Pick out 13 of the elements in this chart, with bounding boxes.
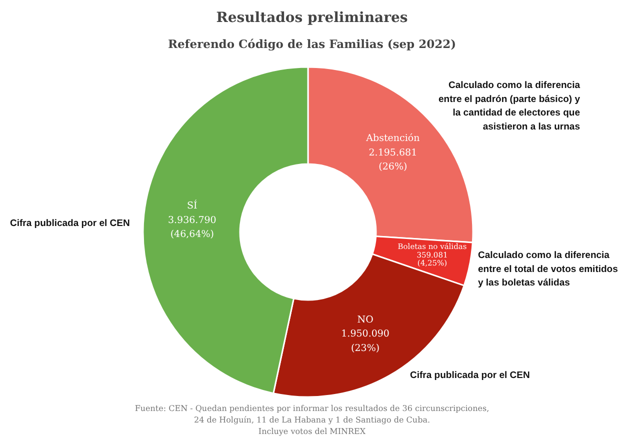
chart-subtitle: Referendo Código de las Familias (sep 2022) [168, 37, 456, 51]
slice-label: SÍ [187, 200, 198, 212]
data-label: 2.195.681 (26%) [368, 147, 418, 173]
chart-title: Resultados preliminares [216, 10, 408, 26]
data-label: 3.936.790 (46,64%) [168, 214, 216, 240]
slice-label: Abstención [365, 133, 420, 144]
text: Cifra publicada por el CEN [410, 370, 530, 381]
text: Calculado como la diferencia entre el padrón (parte básico) y la cantidad de electores que asistieron a las urnas [438, 80, 581, 132]
source-note: Fuente: CEN - Quedan pendientes por informar los resultados de 36 circunscripciones, 24 de Holguín, 11 de La Habana y 1 de Santiago de Cuba. Incluye votos del MINREX [134, 404, 490, 436]
slice-label: NO [357, 314, 374, 326]
text: Calculado como la diferencia entre el total de votos emitidos y las boletas válidas [478, 250, 618, 289]
text: Cifra publicada por el CEN [10, 218, 130, 229]
data-label: 1.950.090 (23%) [341, 328, 390, 354]
